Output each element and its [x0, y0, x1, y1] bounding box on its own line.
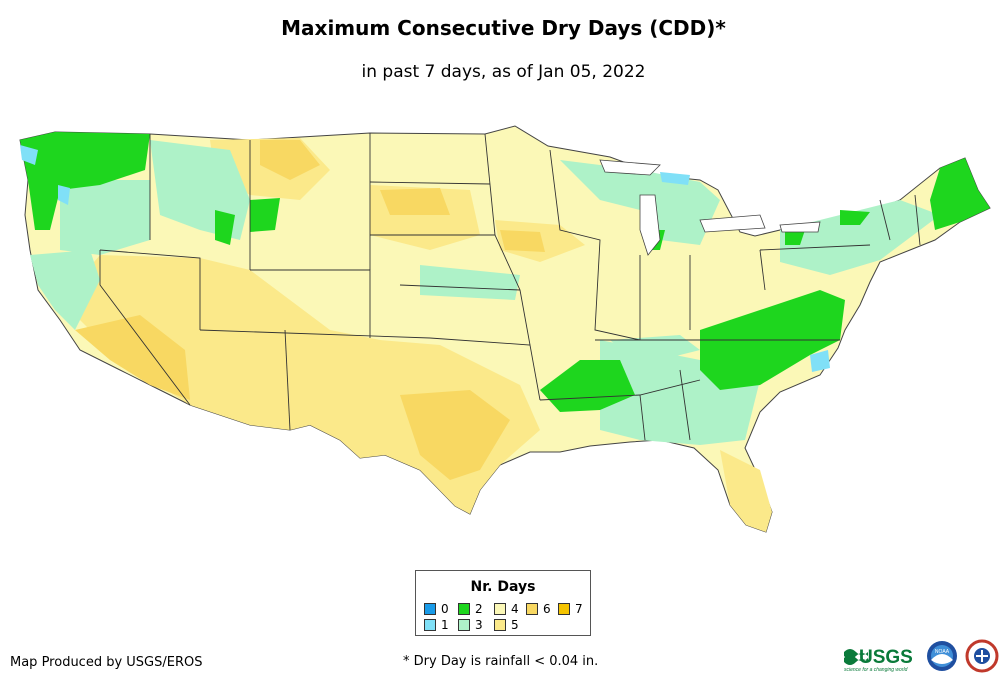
legend: Nr. Days 0 1 2 3 4 5 6 7: [415, 570, 591, 636]
map-title: Maximum Consecutive Dry Days (CDD)*: [281, 16, 726, 40]
usgs-logo-text: USGS: [859, 647, 913, 668]
us-dry-days-map: [19, 125, 991, 533]
legend-item-6: 6: [526, 602, 551, 616]
agency-logos: USGS science for a changing world NOAA: [844, 639, 999, 673]
cdd-1-day-zones: [20, 145, 830, 372]
legend-swatch: [526, 603, 538, 615]
legend-label: 1: [441, 618, 449, 632]
noaa-logo-text: NOAA: [935, 649, 950, 655]
legend-item-5: 5: [494, 618, 519, 632]
legend-item-0: 0: [424, 602, 449, 616]
usgs-tagline: science for a changing world: [844, 667, 908, 673]
nws-logo: [965, 639, 999, 673]
cdd-6-days-zones: [75, 140, 545, 480]
usgs-logo: USGS science for a changing world: [844, 647, 913, 673]
legend-swatch: [558, 603, 570, 615]
legend-label: 3: [475, 618, 483, 632]
legend-swatch: [424, 603, 436, 615]
legend-swatch: [494, 603, 506, 615]
legend-item-3: 3: [458, 618, 483, 632]
legend-item-1: 1: [424, 618, 449, 632]
credit-text: Map Produced by USGS/EROS: [10, 655, 203, 670]
state-boundaries: [99, 133, 921, 441]
legend-swatch: [458, 603, 470, 615]
legend-item-4: 4: [494, 602, 519, 616]
legend-swatch: [458, 619, 470, 631]
legend-label: 0: [441, 602, 449, 616]
legend-title: Nr. Days: [470, 579, 536, 595]
legend-item-2: 2: [458, 602, 483, 616]
legend-swatch: [494, 619, 506, 631]
legend-label: 7: [575, 602, 583, 616]
legend-label: 6: [543, 602, 551, 616]
legend-item-7: 7: [558, 602, 583, 616]
legend-label: 2: [475, 602, 483, 616]
great-lakes: [599, 159, 821, 256]
footnote: * Dry Day is rainfall < 0.04 in.: [403, 654, 599, 669]
noaa-logo: NOAA: [927, 641, 957, 671]
legend-label: 4: [511, 602, 519, 616]
legend-swatch: [424, 619, 436, 631]
legend-label: 5: [511, 618, 519, 632]
map-subtitle: in past 7 days, as of Jan 05, 2022: [361, 62, 646, 82]
